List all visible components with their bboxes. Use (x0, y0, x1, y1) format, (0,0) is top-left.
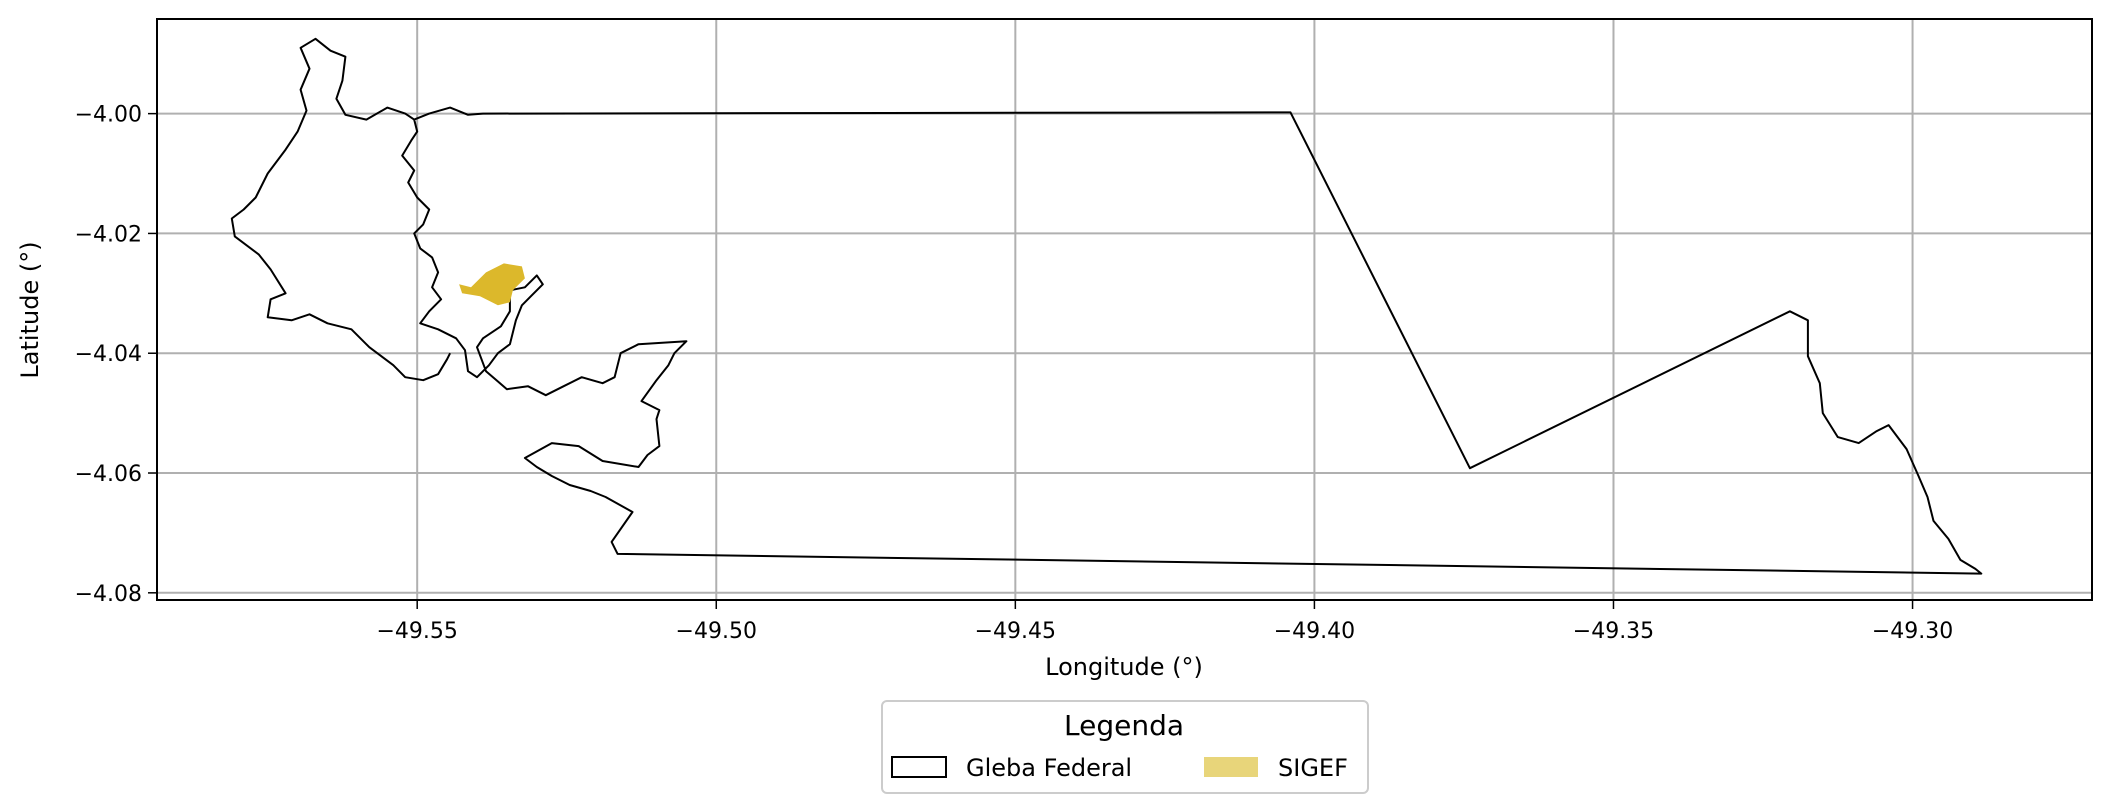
gleba-federal-polygon (401, 106, 1983, 575)
legend-label-gleba-federal: Gleba Federal (966, 754, 1132, 782)
y-tick-label: −4.02 (75, 222, 142, 247)
legend-label-sigef: SIGEF (1278, 754, 1348, 782)
x-tick-label: −49.35 (1573, 619, 1654, 644)
legend-swatch-gleba-federal (891, 756, 947, 778)
y-axis-label: Latitude (°) (16, 241, 44, 378)
y-tick-label: −4.08 (75, 582, 142, 607)
x-axis-label: Longitude (°) (1045, 653, 1203, 681)
sigef-polygon (459, 263, 525, 306)
x-tick-label: −49.45 (975, 619, 1056, 644)
axes-frame (156, 18, 2093, 601)
legend-swatch-sigef (1204, 757, 1258, 777)
x-tick-label: −49.50 (676, 619, 757, 644)
x-tick-label: −49.55 (376, 619, 457, 644)
legend-title: Legenda (1064, 709, 1184, 742)
map-layers (230, 37, 1983, 575)
y-axis-ticks: −4.00 −4.02 −4.04 −4.06 −4.08 (75, 103, 157, 607)
grid-lines (157, 19, 2092, 600)
y-tick-label: −4.00 (75, 103, 142, 128)
x-axis-ticks: −49.55 −49.50 −49.45 −49.40 −49.35 −49.30 (376, 600, 1953, 644)
y-tick-label: −4.04 (75, 342, 142, 367)
x-tick-label: −49.40 (1274, 619, 1355, 644)
y-tick-label: −4.06 (75, 462, 142, 487)
x-tick-label: −49.30 (1872, 619, 1953, 644)
gleba-federal-west-lobe (230, 37, 451, 382)
legend: Legenda Gleba Federal SIGEF (881, 700, 1369, 794)
